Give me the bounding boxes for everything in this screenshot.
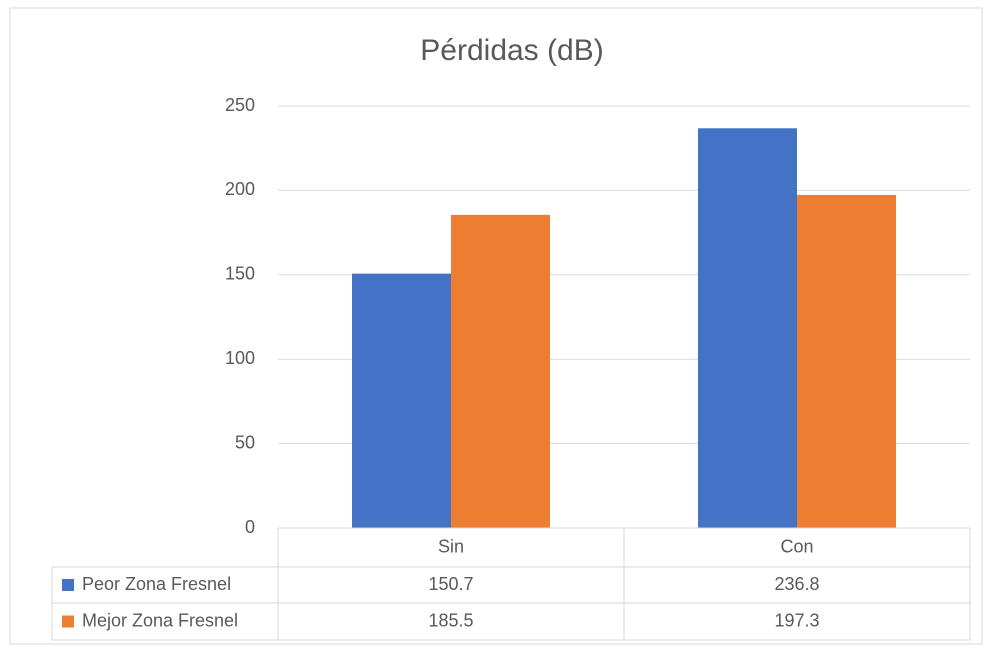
bar bbox=[698, 128, 797, 528]
y-tick-label: 50 bbox=[235, 432, 255, 452]
legend-label: Mejor Zona Fresnel bbox=[82, 610, 238, 630]
y-tick-label: 0 bbox=[245, 517, 255, 537]
chart-title: Pérdidas (dB) bbox=[420, 34, 603, 67]
legend-swatch bbox=[62, 579, 74, 591]
x-tick-label: Con bbox=[780, 536, 813, 556]
legend-label: Peor Zona Fresnel bbox=[82, 574, 231, 594]
bar bbox=[352, 273, 451, 528]
bar bbox=[797, 194, 896, 529]
legend-swatch bbox=[62, 615, 74, 628]
table-value: 150.7 bbox=[428, 574, 473, 594]
bar bbox=[451, 214, 550, 528]
x-tick-label: Sin bbox=[438, 536, 464, 556]
table-value: 197.3 bbox=[774, 610, 819, 630]
y-tick-label: 200 bbox=[225, 179, 255, 199]
table-value: 185.5 bbox=[428, 610, 473, 630]
y-tick-label: 100 bbox=[225, 348, 255, 368]
table-value: 236.8 bbox=[774, 574, 819, 594]
y-tick-label: 150 bbox=[225, 264, 255, 284]
y-tick-label: 250 bbox=[225, 95, 255, 115]
